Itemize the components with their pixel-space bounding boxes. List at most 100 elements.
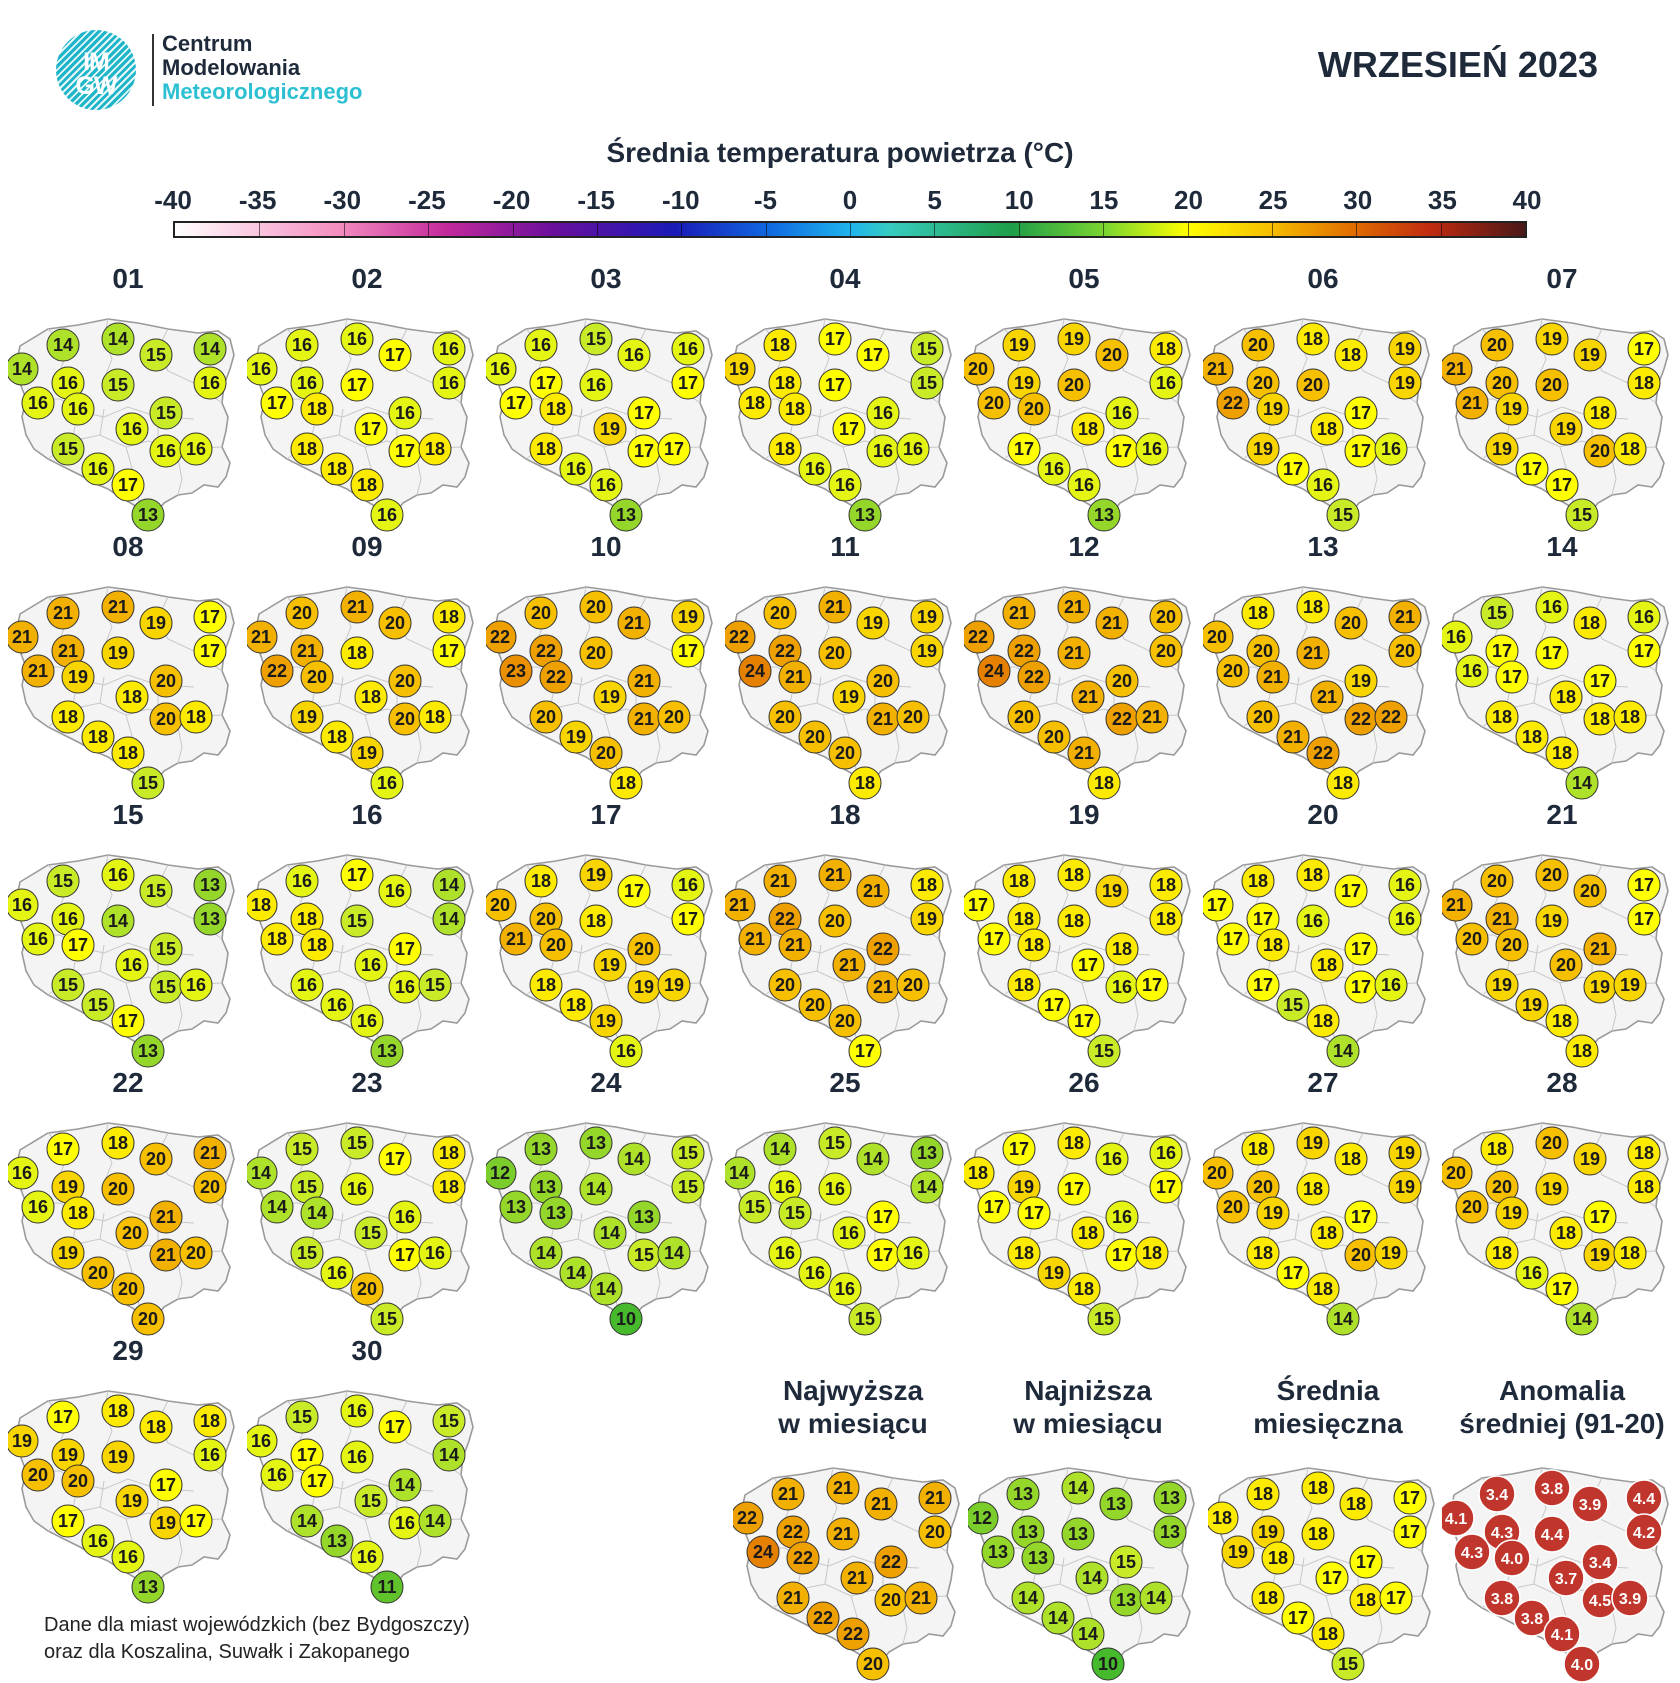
region-border: [1294, 676, 1300, 704]
city-value-marker: 18: [1149, 332, 1183, 366]
city-value-label: 19: [12, 1431, 32, 1451]
city-value-marker: 19: [115, 1484, 149, 1518]
city-value-marker: 20: [1583, 434, 1617, 468]
city-value-label: 20: [1542, 375, 1562, 395]
city-value-marker: 13: [539, 1196, 573, 1230]
city-value-marker: 17: [300, 1464, 334, 1498]
city-value-marker: 17: [1349, 1545, 1383, 1579]
city-value-marker: 14: [910, 1170, 944, 1204]
city-marker: [1573, 874, 1607, 908]
daily-map-panel: 20 18 18 17 16 17 17 16 16 17 18 17 18 17 15 17 16 18 14: [1203, 799, 1443, 1068]
city-value-marker: 16: [81, 452, 115, 486]
city-value-marker: 20: [918, 1515, 952, 1549]
region-border: [824, 1557, 830, 1585]
city-value-label: 18: [1112, 939, 1132, 959]
city-value-label: 19: [1395, 339, 1415, 359]
city-marker: [1105, 1200, 1139, 1234]
city-value-label: 18: [1317, 955, 1337, 975]
colorbar-tick-label: 10: [1004, 185, 1034, 215]
city-marker: [378, 874, 412, 908]
city-value-label: 15: [297, 1243, 317, 1263]
city-value-label: 17: [984, 1197, 1004, 1217]
city-value-label: 15: [678, 1177, 698, 1197]
city-value-marker: 16: [1374, 968, 1408, 1002]
city-value-marker: 10: [1091, 1647, 1125, 1681]
city-value-marker: 16: [320, 1256, 354, 1290]
city-marker: [1017, 928, 1051, 962]
city-value-marker: 15: [290, 1236, 324, 1270]
city-value-marker: 20: [1246, 366, 1280, 400]
city-value-marker: 14: [46, 328, 80, 362]
city-marker: [131, 1302, 165, 1336]
city-value-marker: 16: [818, 1172, 852, 1206]
city-marker: [609, 766, 643, 800]
city-value-marker: 17: [1495, 660, 1529, 694]
day-label: 09: [351, 531, 383, 562]
city-value-label: 16: [1142, 439, 1162, 459]
city-value-label: 16: [1074, 475, 1094, 495]
city-value-marker: 22: [260, 654, 294, 688]
city-value-marker: 24: [977, 654, 1011, 688]
city-value-label: 16: [361, 955, 381, 975]
city-marker: [101, 858, 135, 892]
city-value-label: 20: [586, 643, 606, 663]
city-marker: [81, 452, 115, 486]
city-marker: [589, 468, 623, 502]
city-value-label: 20: [118, 1279, 138, 1299]
city-value-label: 14: [307, 1203, 327, 1223]
day-label: 15: [112, 799, 144, 830]
city-value-label: 18: [1156, 909, 1176, 929]
city-value-marker: 19: [1344, 664, 1378, 698]
city-value-label: 22: [1351, 709, 1371, 729]
city-value-marker: 20: [149, 702, 183, 736]
day-label: 10: [590, 531, 622, 562]
city-marker: [1105, 396, 1139, 430]
city-marker: [1296, 368, 1330, 402]
city-marker: [896, 1236, 930, 1270]
city-marker: [617, 338, 651, 372]
city-marker: [139, 874, 173, 908]
city-value-label: 16: [1542, 597, 1562, 617]
footnote: Dane dla miast wojewódzkich (bez Bydgosz…: [44, 1612, 470, 1666]
city-marker: [1495, 1196, 1529, 1230]
city-marker: [111, 1540, 145, 1574]
city-marker: [1306, 736, 1340, 770]
city-marker: [848, 766, 882, 800]
city-value-marker: 19: [1037, 1256, 1071, 1290]
city-marker: [1388, 1136, 1422, 1170]
city-value-label: 22: [1381, 707, 1401, 727]
day-label: 14: [1546, 531, 1578, 562]
city-value-marker: 22: [1306, 736, 1340, 770]
city-value-label: 15: [439, 1411, 459, 1431]
colorbar-separator: [259, 223, 261, 236]
city-value-label: 18: [1313, 1011, 1333, 1031]
city-marker: [1583, 664, 1617, 698]
city-marker: [826, 1517, 860, 1551]
city-value-label: 21: [729, 895, 749, 915]
city-value-marker: 17: [388, 932, 422, 966]
city-value-label: 15: [361, 1491, 381, 1511]
city-value-label: 14: [1572, 1309, 1592, 1329]
city-marker: [1007, 968, 1041, 1002]
colorbar-tick-label: 40: [1512, 185, 1542, 215]
city-value-label: 16: [251, 359, 271, 379]
city-value-label: 20: [385, 613, 405, 633]
city-marker: [1057, 904, 1091, 938]
city-value-label: 17: [968, 895, 988, 915]
city-value-label: 14: [439, 909, 459, 929]
city-marker: [725, 620, 756, 654]
city-value-label: 4.0: [1501, 1551, 1523, 1568]
city-marker: [1533, 1469, 1571, 1507]
city-marker: [46, 596, 80, 630]
summary-map-title: Najniższa w miesiącu: [1013, 1375, 1163, 1439]
city-value-label: 20: [138, 1309, 158, 1329]
city-marker: [1495, 392, 1529, 426]
logo-line1: Centrum: [162, 31, 253, 56]
city-value-marker: 16: [828, 1272, 862, 1306]
city-value-marker: 19: [559, 720, 593, 754]
city-marker: [832, 680, 866, 714]
city-value-label: 17: [347, 865, 367, 885]
